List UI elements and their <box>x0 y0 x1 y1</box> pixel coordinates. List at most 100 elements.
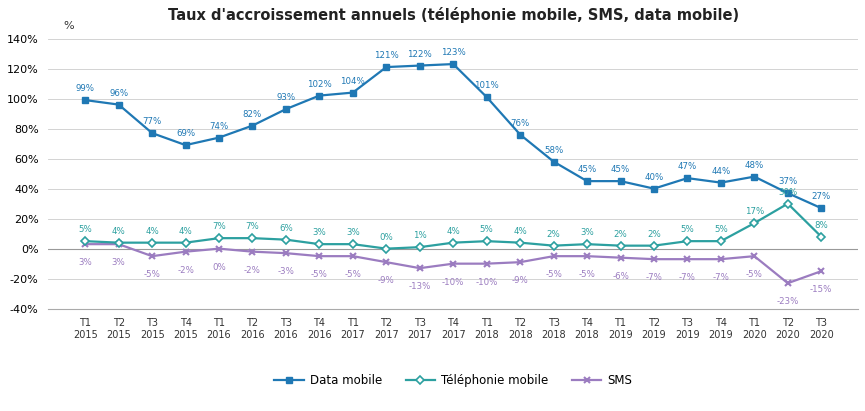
Téléphonie mobile <box>482 239 492 244</box>
SMS <box>314 254 324 259</box>
Data mobile <box>80 98 91 103</box>
SMS <box>214 246 224 251</box>
Téléphonie mobile <box>749 221 759 226</box>
Text: 0%: 0% <box>212 263 226 272</box>
Data mobile <box>281 106 292 111</box>
Text: 2%: 2% <box>547 230 561 239</box>
SMS <box>147 254 157 259</box>
SMS <box>381 260 392 265</box>
SMS <box>682 257 693 262</box>
Data mobile <box>113 102 124 107</box>
Text: 121%: 121% <box>374 51 399 60</box>
Text: 4%: 4% <box>112 227 125 236</box>
Text: -3%: -3% <box>278 267 294 276</box>
Text: 74%: 74% <box>209 122 228 131</box>
Text: -5%: -5% <box>144 270 161 279</box>
Text: 102%: 102% <box>307 80 332 89</box>
Text: 27%: 27% <box>811 192 831 201</box>
Data mobile <box>715 180 726 185</box>
Text: 8%: 8% <box>814 221 828 230</box>
SMS <box>482 261 492 266</box>
Text: 122%: 122% <box>407 50 432 59</box>
Text: 48%: 48% <box>745 161 764 170</box>
Text: -5%: -5% <box>746 270 763 279</box>
Text: 4%: 4% <box>145 227 159 236</box>
Text: 76%: 76% <box>510 119 529 128</box>
SMS <box>247 249 258 254</box>
Text: -9%: -9% <box>378 276 394 285</box>
SMS <box>181 249 191 254</box>
Text: -5%: -5% <box>311 270 328 279</box>
Téléphonie mobile <box>682 239 693 244</box>
Text: 5%: 5% <box>480 225 494 234</box>
SMS <box>783 281 793 286</box>
Line: SMS: SMS <box>82 241 824 286</box>
Data mobile <box>749 174 759 179</box>
Text: %: % <box>63 21 74 31</box>
SMS <box>649 257 659 262</box>
Data mobile <box>582 179 593 184</box>
Text: 7%: 7% <box>212 222 226 231</box>
Text: -7%: -7% <box>713 273 729 282</box>
Text: -7%: -7% <box>645 273 663 282</box>
Data mobile <box>247 123 258 128</box>
Text: -2%: -2% <box>244 266 261 275</box>
Text: 5%: 5% <box>714 225 727 234</box>
Text: -7%: -7% <box>679 273 695 282</box>
Data mobile <box>414 63 425 68</box>
Legend: Data mobile, Téléphonie mobile, SMS: Data mobile, Téléphonie mobile, SMS <box>270 369 637 392</box>
Data mobile <box>649 186 659 191</box>
Text: 93%: 93% <box>277 93 296 102</box>
Text: 0%: 0% <box>380 233 394 242</box>
Text: 58%: 58% <box>544 145 563 155</box>
Line: Téléphonie mobile: Téléphonie mobile <box>82 201 824 252</box>
Text: -5%: -5% <box>579 270 595 279</box>
Title: Taux d'accroissement annuels (téléphonie mobile, SMS, data mobile): Taux d'accroissement annuels (téléphonie… <box>168 7 739 23</box>
SMS <box>582 254 593 259</box>
Téléphonie mobile <box>214 236 224 240</box>
Text: 40%: 40% <box>644 173 663 182</box>
Line: Data mobile: Data mobile <box>82 61 824 211</box>
Text: 37%: 37% <box>778 177 798 186</box>
Text: 3%: 3% <box>346 228 360 237</box>
Text: 4%: 4% <box>513 227 527 236</box>
Téléphonie mobile <box>582 242 593 247</box>
Text: 44%: 44% <box>711 167 731 175</box>
Data mobile <box>181 143 191 148</box>
Text: 45%: 45% <box>578 165 597 174</box>
Text: -6%: -6% <box>612 272 629 281</box>
Text: -9%: -9% <box>512 276 529 285</box>
Text: 30%: 30% <box>778 188 798 197</box>
Data mobile <box>615 179 625 184</box>
Data mobile <box>482 95 492 99</box>
Data mobile <box>783 191 793 196</box>
Téléphonie mobile <box>381 246 392 251</box>
Data mobile <box>348 90 358 95</box>
SMS <box>113 242 124 247</box>
SMS <box>448 261 458 266</box>
Text: -15%: -15% <box>810 285 832 294</box>
Text: 45%: 45% <box>611 165 630 174</box>
Téléphonie mobile <box>649 243 659 248</box>
Text: 2%: 2% <box>647 230 661 239</box>
SMS <box>281 251 292 256</box>
Data mobile <box>147 131 157 136</box>
SMS <box>816 269 826 274</box>
Text: 3%: 3% <box>580 228 594 237</box>
Text: -5%: -5% <box>344 270 362 279</box>
Text: -2%: -2% <box>177 266 194 275</box>
Téléphonie mobile <box>783 201 793 206</box>
Téléphonie mobile <box>247 236 258 240</box>
Data mobile <box>448 62 458 67</box>
Téléphonie mobile <box>113 240 124 245</box>
Data mobile <box>682 175 693 180</box>
Text: 123%: 123% <box>441 48 465 57</box>
SMS <box>749 254 759 259</box>
Text: 101%: 101% <box>474 81 499 90</box>
Téléphonie mobile <box>181 240 191 245</box>
SMS <box>715 257 726 262</box>
Text: -23%: -23% <box>777 297 799 306</box>
Téléphonie mobile <box>448 240 458 245</box>
Text: 3%: 3% <box>112 258 125 267</box>
Text: 4%: 4% <box>446 227 460 236</box>
